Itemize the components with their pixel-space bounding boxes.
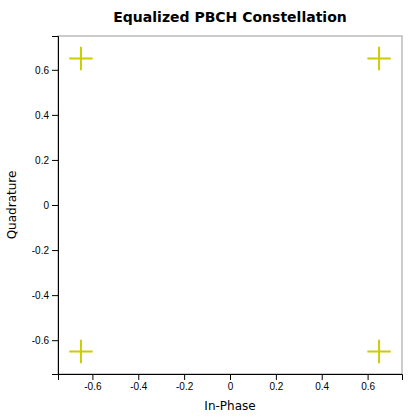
x-axis: -0.6 -0.4 -0.2 0 0.2 0.4 0.6 [59,374,403,392]
y-tick-label: 0.6 [35,65,49,76]
y-tick: 0.6 [35,65,58,76]
x-tick: -0.4 [130,374,148,392]
y-tick: 0.4 [35,110,58,121]
x-tick: 0.4 [315,374,329,392]
y-axis: -0.6 -0.4 -0.2 0 0.2 0.4 0.6 [32,37,59,375]
chart: -0.6 -0.4 -0.2 0 0.2 0.4 0.6 -0.6 -0.4 -0.2 0 0.2 0.… [0,0,420,420]
x-tick-label: 0.6 [361,381,375,392]
x-tick: 0.2 [269,374,283,392]
y-tick: -0.4 [32,290,58,301]
x-tick-label: -0.4 [130,381,148,392]
x-tick-label: -0.6 [84,381,102,392]
y-tick-label: -0.4 [32,290,50,301]
x-tick-mark [138,374,139,380]
y-tick: -0.2 [32,245,58,256]
y-tick-mark [52,295,58,296]
plot-area: -0.6 -0.4 -0.2 0 0.2 0.4 0.6 -0.6 -0.4 -0.2 0 0.2 0.… [32,36,403,392]
x-tick-mark [92,374,93,380]
y-tick-label: -0.6 [32,335,50,346]
x-tick-label: 0.4 [315,381,329,392]
x-tick: 0.6 [361,374,375,392]
x-tick-label: 0 [228,381,234,392]
marks [69,47,390,363]
x-tick-mark [368,374,369,380]
title: Equalized PBCH Constellation [113,9,346,25]
y-tick-label: 0 [43,200,49,211]
y-tick-mark [52,160,58,161]
x-tick: 0 [228,374,234,392]
y-axis-title: Quadrature [5,171,19,240]
x-tick-label: 0.2 [269,381,283,392]
y-tick: -0.6 [32,335,58,346]
y-tick: 0.2 [35,155,58,166]
point [367,340,390,363]
x-tick: -0.2 [176,374,194,392]
point [69,340,92,363]
y-tick-mark [52,115,58,116]
y-tick-mark [52,250,58,251]
point [69,47,92,70]
x-tick-mark [322,374,323,380]
y-tick-label: 0.4 [35,110,49,121]
y-tick-mark [52,340,58,341]
y-tick-mark [52,70,58,71]
x-axis-title: In-Phase [204,399,255,413]
x-tick: -0.6 [84,374,102,392]
point [367,47,390,70]
y-tick-label: -0.2 [32,245,50,256]
x-tick-mark [184,374,185,380]
x-tick-label: -0.2 [176,381,194,392]
x-axis-line [59,375,403,381]
y-tick-mark [52,205,58,206]
x-tick-mark [230,374,231,380]
y-tick-label: 0.2 [35,155,49,166]
plot-frame [58,36,402,374]
y-tick: 0 [43,200,58,211]
x-tick-mark [276,374,277,380]
y-axis-line [52,37,59,375]
